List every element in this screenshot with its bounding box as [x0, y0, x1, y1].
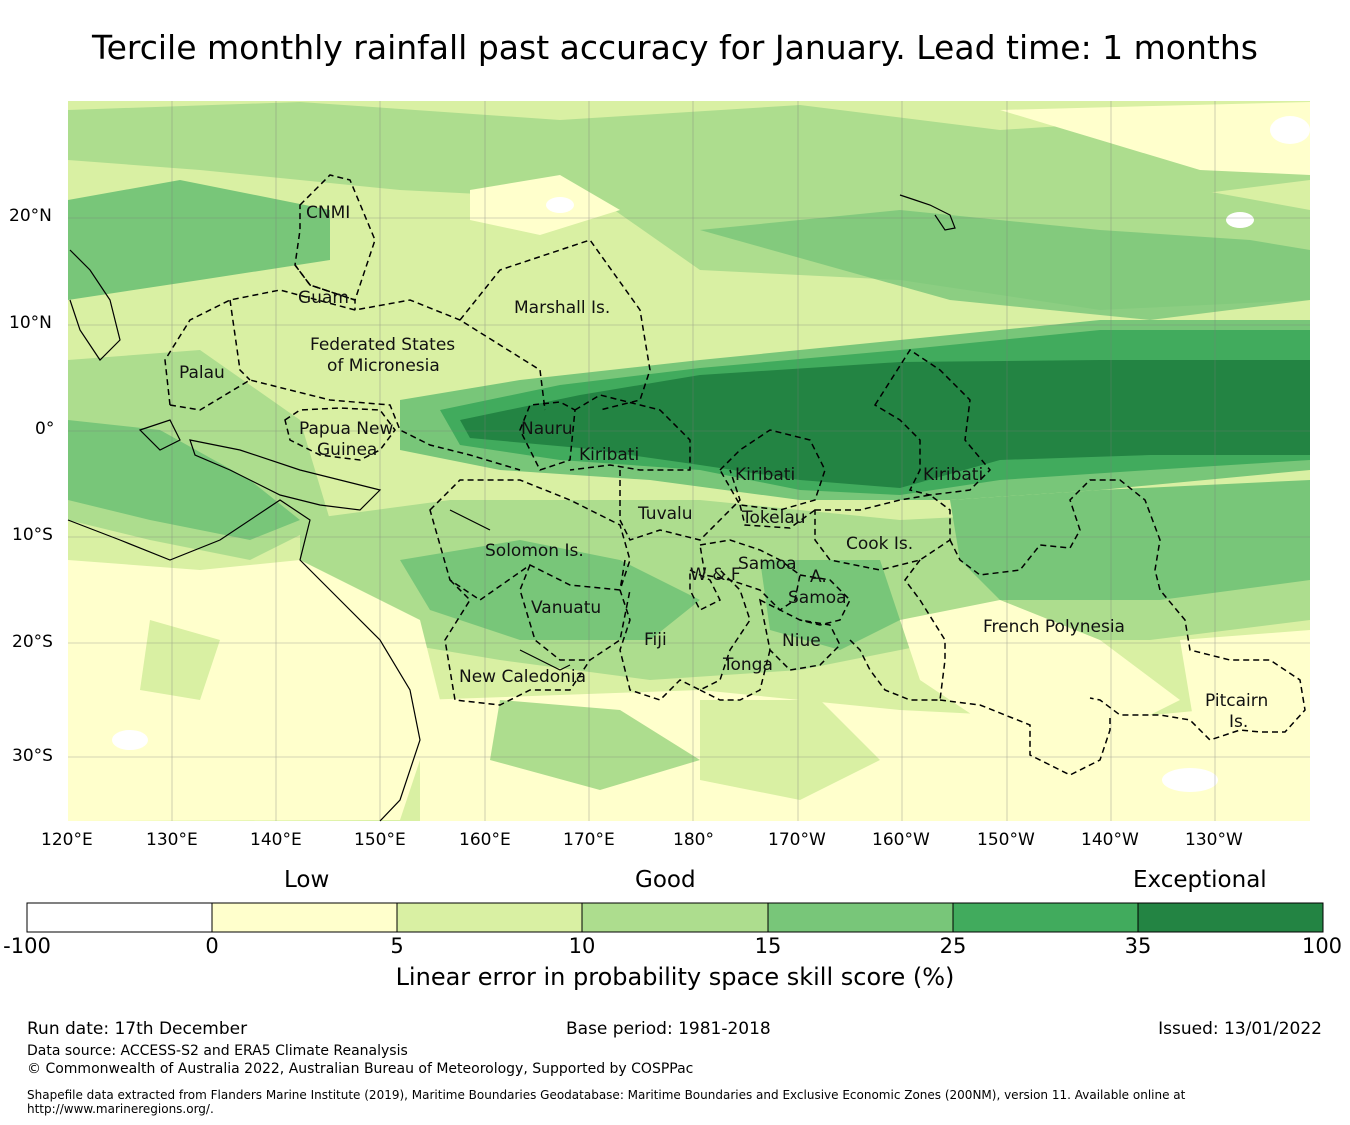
copyright: © Commonwealth of Australia 2022, Austra… [27, 1061, 694, 1077]
lon-tick: 170°W [768, 830, 826, 850]
lon-tick: 130°E [146, 830, 198, 850]
colorbar-tick: 15 [754, 934, 782, 958]
lon-tick: 160°W [872, 830, 930, 850]
region-label: Tonga [722, 655, 773, 675]
eez-boundaries [164, 174, 1306, 776]
colorbar-tick: 0 [205, 934, 219, 958]
colorbar-tick: -100 [3, 934, 51, 958]
region-label: Marshall Is. [514, 298, 610, 318]
run-date: Run date: 17th December [27, 1019, 248, 1039]
lon-tick: 160°E [459, 830, 511, 850]
category-label: Exceptional [1133, 867, 1267, 893]
graticule [68, 101, 1310, 821]
lon-tick: 170°E [563, 830, 615, 850]
skill-field [68, 101, 1310, 821]
colorbar-segment [1138, 903, 1323, 932]
lon-tick: 120°E [41, 830, 93, 850]
issued-date: Issued: 13/01/2022 [1158, 1019, 1322, 1039]
region-label: Cook Is. [846, 534, 913, 554]
colorbar-segment [212, 903, 397, 932]
region-label: A. [810, 567, 827, 587]
lon-tick: 150°W [977, 830, 1035, 850]
region-label: Fiji [644, 630, 667, 650]
region-label: CNMI [306, 203, 350, 223]
lat-tick: 20°N [9, 206, 52, 226]
region-label: Niue [782, 631, 821, 651]
chart-title: Tercile monthly rainfall past accuracy f… [92, 28, 1258, 67]
region-label: Papua New [299, 419, 393, 439]
region-label: Samoa [788, 588, 847, 608]
region-label: Kiribati [579, 445, 639, 465]
region-label: Kiribati [923, 465, 983, 485]
lon-tick: 130°W [1185, 830, 1243, 850]
colorbar-tick: 5 [390, 934, 404, 958]
region-label: French Polynesia [983, 617, 1125, 637]
colorbar-tick: 100 [1301, 934, 1343, 958]
lon-tick: 180° [673, 830, 714, 850]
lon-tick: 140°W [1081, 830, 1139, 850]
colorbar-segment [768, 903, 953, 932]
region-label: Kiribati [735, 465, 795, 485]
region-label: New Caledonia [459, 667, 586, 687]
region-label: Vanuatu [531, 598, 601, 618]
region-labels: CNMI Guam Marshall Is. Federated States … [179, 203, 1268, 732]
lat-tick: 10°S [12, 525, 53, 545]
region-label: Is. [1229, 712, 1248, 732]
colorbar-tick: 35 [1124, 934, 1152, 958]
region-label: Pitcairn [1205, 691, 1268, 711]
region-label: Federated States [310, 335, 455, 355]
colorbar-segment [27, 903, 212, 932]
colorbar-title: Linear error in probability space skill … [395, 963, 955, 991]
colorbar-tick: 25 [939, 934, 967, 958]
lat-tick: 20°S [12, 632, 53, 652]
coastlines [67, 194, 956, 822]
region-label: Samoa [738, 554, 797, 574]
lon-tick: 150°E [354, 830, 406, 850]
colorbar-tick: 10 [568, 934, 596, 958]
region-label: Tuvalu [637, 504, 693, 524]
colorbar [26, 902, 1324, 933]
shapefile-link[interactable]: http://www.marineregions.org/. [27, 1102, 214, 1116]
region-label: of Micronesia [327, 356, 440, 376]
lat-tick: 10°N [9, 313, 52, 333]
data-source: Data source: ACCESS-S2 and ERA5 Climate … [27, 1043, 408, 1059]
category-label: Good [635, 867, 696, 893]
region-label: Palau [179, 363, 225, 383]
region-label: Tokelau [741, 508, 806, 528]
category-label: Low [284, 867, 330, 893]
lon-tick: 140°E [250, 830, 302, 850]
shapefile-credit: Shapefile data extracted from Flanders M… [27, 1088, 1186, 1102]
colorbar-segment [953, 903, 1138, 932]
region-label: Guinea [317, 440, 377, 460]
region-label: W & F [690, 565, 741, 585]
lat-tick: 0° [35, 419, 55, 439]
base-period: Base period: 1981-2018 [566, 1019, 771, 1039]
region-label: Solomon Is. [485, 541, 584, 561]
colorbar-segment [582, 903, 768, 932]
colorbar-segment [397, 903, 582, 932]
region-label: Guam [298, 288, 349, 308]
lat-tick: 30°S [12, 746, 53, 766]
region-label: Nauru [521, 419, 573, 439]
